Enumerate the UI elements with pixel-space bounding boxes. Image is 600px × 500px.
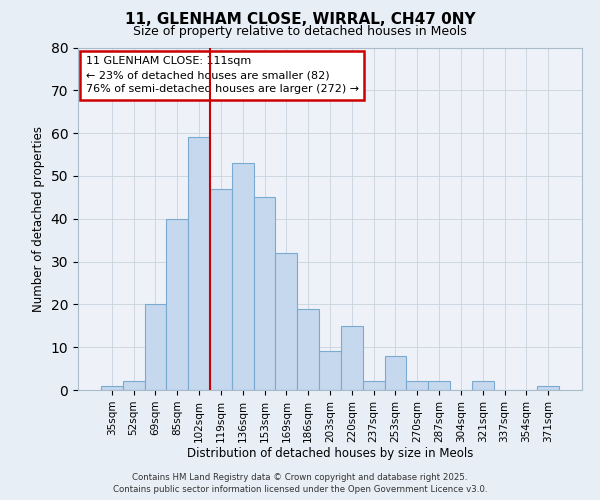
Text: Size of property relative to detached houses in Meols: Size of property relative to detached ho… — [133, 25, 467, 38]
Bar — [210, 189, 232, 390]
Bar — [406, 382, 428, 390]
Bar — [101, 386, 123, 390]
Bar — [188, 138, 210, 390]
Bar — [297, 308, 319, 390]
Bar — [537, 386, 559, 390]
Bar — [319, 352, 341, 390]
Bar — [363, 382, 385, 390]
Text: Contains HM Land Registry data © Crown copyright and database right 2025.
Contai: Contains HM Land Registry data © Crown c… — [113, 472, 487, 494]
Bar — [341, 326, 363, 390]
Bar — [385, 356, 406, 390]
Bar — [123, 382, 145, 390]
Text: 11, GLENHAM CLOSE, WIRRAL, CH47 0NY: 11, GLENHAM CLOSE, WIRRAL, CH47 0NY — [125, 12, 475, 28]
X-axis label: Distribution of detached houses by size in Meols: Distribution of detached houses by size … — [187, 448, 473, 460]
Bar — [232, 163, 254, 390]
Y-axis label: Number of detached properties: Number of detached properties — [32, 126, 45, 312]
Text: 11 GLENHAM CLOSE: 111sqm
← 23% of detached houses are smaller (82)
76% of semi-d: 11 GLENHAM CLOSE: 111sqm ← 23% of detach… — [86, 56, 359, 94]
Bar — [275, 253, 297, 390]
Bar — [254, 198, 275, 390]
Bar — [166, 219, 188, 390]
Bar — [428, 382, 450, 390]
Bar — [472, 382, 494, 390]
Bar — [145, 304, 166, 390]
